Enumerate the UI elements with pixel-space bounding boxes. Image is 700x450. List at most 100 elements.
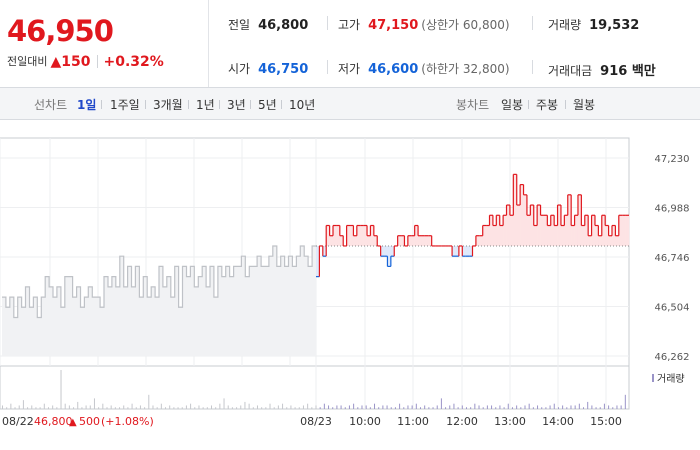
up-fill [615, 235, 620, 246]
volume-bar [562, 405, 564, 409]
x-tick-label: 11:00 [397, 415, 429, 428]
divider [532, 60, 533, 74]
candle-tab-weekly[interactable]: 주봉 [536, 98, 559, 112]
volume-bar [474, 403, 476, 409]
price-change-row: 전일대비 ▲150 +0.32% [7, 53, 164, 70]
volume-bar [453, 403, 455, 409]
volume-bar [357, 407, 359, 409]
period-tab-10y[interactable]: 10년 [289, 98, 316, 112]
volume-bar [98, 407, 100, 409]
volume-bar [620, 405, 622, 409]
volume-bar [578, 403, 580, 409]
volume-bar [491, 405, 493, 409]
period-tab-1d[interactable]: 1일 [77, 98, 97, 112]
up-fill [499, 225, 504, 246]
chart-toolbar: 선차트 1일 1주일 3개월 1년 3년 5년 10년 봉차트 일봉 주봉 월봉 [0, 88, 700, 120]
volume-bar [39, 407, 41, 409]
prev-day-up-arrow-icon: ▲ [69, 417, 77, 428]
up-fill [329, 235, 334, 246]
volume-bar [6, 407, 8, 409]
volume-bar [382, 405, 384, 409]
volume-bar [365, 405, 367, 409]
stat-value: 19,532 [589, 18, 640, 33]
volume-bar [415, 403, 417, 409]
volume-bar [369, 407, 371, 409]
up-fill [574, 215, 579, 246]
current-price-box: 46,950 전일대비 ▲150 +0.32% [0, 0, 209, 87]
volume-bar [549, 405, 551, 409]
candle-tab-monthly[interactable]: 월봉 [573, 98, 596, 112]
volume-bar [461, 405, 463, 409]
up-fill [577, 194, 582, 246]
up-fill [526, 215, 531, 246]
volume-bar [574, 405, 576, 409]
volume-bar [123, 405, 125, 409]
up-fill [588, 235, 592, 246]
y-tick-label: 46,504 [655, 303, 690, 314]
volume-bar [64, 403, 66, 409]
volume-bar [156, 407, 158, 409]
stat-prev-close: 전일 46,800 [228, 16, 308, 33]
up-fill [622, 215, 626, 246]
volume-bar [344, 407, 346, 409]
up-fill [397, 235, 402, 246]
down-fill [316, 245, 320, 277]
divider [565, 100, 566, 109]
volume-bar [119, 407, 121, 409]
volume-bar [591, 405, 593, 409]
volume-bar [332, 407, 334, 409]
y-axis-labels: 47,230 46,988 46,746 46,504 46,262 [655, 154, 690, 363]
volume-bar [457, 407, 459, 409]
period-tab-1w[interactable]: 1주일 [110, 98, 140, 112]
candle-chart-label: 봉차트 [456, 98, 490, 112]
volume-bar [198, 405, 200, 409]
volume-bar [10, 403, 12, 409]
x-axis-labels: 08/23 10:00 11:00 12:00 13:00 14:00 15:00 [300, 415, 622, 428]
divider [327, 60, 328, 74]
up-fill [571, 225, 575, 246]
period-tab-1y[interactable]: 1년 [196, 98, 215, 112]
volume-bar [160, 403, 162, 409]
period-tab-5y[interactable]: 5년 [258, 98, 277, 112]
divider [281, 100, 282, 109]
volume-bar [173, 407, 175, 409]
up-fill [554, 225, 558, 246]
volume-bar [603, 403, 605, 409]
volume-bar [516, 405, 518, 409]
up-fill [567, 194, 572, 246]
up-fill [353, 235, 358, 246]
volume-bar [131, 403, 133, 409]
x-tick-label: 12:00 [446, 415, 478, 428]
volume-bar [181, 407, 183, 409]
change-label: 전일대비 [7, 55, 48, 68]
volume-bar [14, 407, 16, 409]
volume-bar [532, 407, 534, 409]
up-fill [336, 225, 341, 246]
down-fill [387, 245, 392, 267]
divider [327, 16, 328, 30]
volume-legend-label: 거래량 [657, 373, 685, 385]
period-tab-3m[interactable]: 3개월 [153, 98, 183, 112]
period-tab-3y[interactable]: 3년 [227, 98, 246, 112]
volume-bar [169, 405, 171, 409]
stat-sub: (하한가 32,800) [421, 62, 510, 76]
volume-bar [311, 407, 313, 409]
y-tick-label: 46,746 [655, 253, 690, 264]
down-fill [462, 245, 466, 257]
stat-label: 전일 [228, 18, 251, 32]
down-fill [465, 245, 470, 257]
candle-tab-daily[interactable]: 일봉 [501, 98, 524, 112]
volume-bar [328, 405, 330, 409]
up-fill [560, 225, 565, 246]
up-fill [367, 235, 371, 246]
volume-bar [445, 407, 447, 409]
volume-bar [583, 407, 585, 409]
volume-bar [420, 407, 421, 409]
volume-bar [152, 405, 154, 409]
volume-bar [511, 407, 513, 409]
change-rate: +0.32% [103, 54, 164, 70]
volume-bar [286, 407, 288, 409]
volume-bar [211, 405, 212, 409]
down-fill [380, 245, 385, 257]
intraday-price-chart[interactable]: 47,230 46,988 46,746 46,504 46,262 거래량 08/23… [0, 120, 700, 450]
